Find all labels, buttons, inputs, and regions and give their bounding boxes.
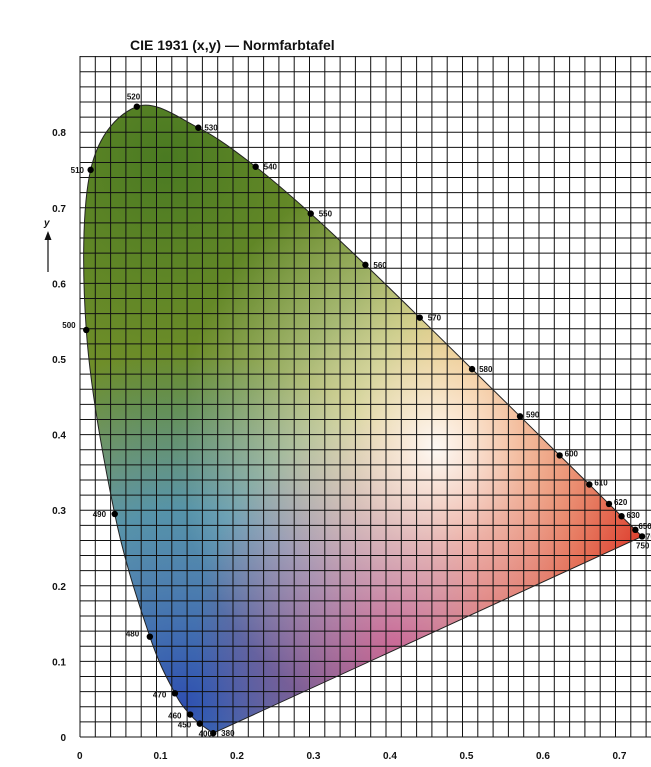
- wavelength-point-620: [605, 500, 613, 508]
- wavelength-point-560: [362, 261, 369, 269]
- wavelength-point-470: [171, 690, 179, 697]
- y-tick-label: 0: [60, 733, 66, 744]
- wavelength-label-560: 560: [373, 261, 387, 270]
- y-axis-arrow-head: [44, 231, 52, 240]
- wavelength-label-650: 650: [638, 522, 651, 531]
- wavelength-label-590: 590: [526, 410, 540, 419]
- wavelength-point-520: [133, 103, 141, 110]
- wavelength-point-460: [186, 711, 194, 718]
- wavelength-label-600: 600: [565, 449, 579, 458]
- y-axis-label: y: [43, 218, 52, 272]
- wavelength-point-580: [468, 365, 476, 373]
- wavelength-point-600: [556, 452, 563, 459]
- wavelength-point-700: [638, 533, 646, 540]
- x-tick-label: 0.2: [230, 751, 244, 762]
- wavelength-label-610: 610: [594, 478, 608, 487]
- wavelength-label-570: 570: [428, 314, 442, 323]
- x-tick-label: 0.7: [613, 751, 627, 762]
- wavelength-point-500: [83, 326, 90, 334]
- wavelength-point-650: [632, 526, 639, 534]
- wavelength-point-590: [516, 413, 524, 420]
- wavelength-label-630: 630: [627, 511, 641, 520]
- wavelength-point-540: [252, 163, 259, 170]
- wavelength-label-620: 620: [614, 498, 628, 507]
- wavelength-point-550: [307, 210, 314, 217]
- wavelength-point-450: [196, 720, 203, 727]
- wavelength-label-520: 520: [127, 93, 141, 102]
- y-tick-label: 0.8: [52, 128, 66, 139]
- wavelength-label-540: 540: [264, 163, 278, 172]
- y-tick-label: 0.2: [52, 582, 66, 593]
- wavelength-label-550: 550: [319, 210, 333, 219]
- x-tick-label: 0.5: [460, 751, 474, 762]
- wavelength-label-450: 450: [178, 721, 192, 730]
- x-tick-label: 0.4: [383, 751, 397, 762]
- wavelength-point-480: [146, 633, 154, 640]
- wavelength-label-500: 500: [62, 321, 76, 330]
- gamut-fill: [83, 105, 643, 734]
- y-tick-label: 0.7: [52, 204, 66, 215]
- wavelength-point-530: [195, 124, 202, 131]
- chart-title: CIE 1931 (x,y) — Normfarbtafel: [130, 37, 335, 53]
- wavelength-label-470: 470: [153, 690, 167, 699]
- y-tick-label: 0.4: [52, 431, 66, 442]
- wavelength-label-510: 510: [71, 166, 85, 175]
- y-axis-ticks: 0 0.1 0.2 0.3 0.4 0.5 0.6 0.7 0.8: [52, 128, 66, 744]
- wavelength-point-610: [586, 481, 593, 488]
- y-tick-label: 0.1: [52, 657, 66, 668]
- wavelength-label-750: 750: [636, 541, 650, 550]
- wavelength-label-480: 480: [126, 630, 140, 639]
- wavelength-label-380: 380: [221, 729, 235, 738]
- wavelength-point-380: [209, 730, 217, 737]
- x-tick-label: 0.6: [536, 751, 550, 762]
- wavelength-point-490: [111, 510, 118, 518]
- wavelength-point-570: [416, 314, 423, 321]
- wavelength-label-700: 700: [646, 532, 651, 541]
- wavelength-label-530: 530: [204, 124, 218, 133]
- wavelength-label-580: 580: [479, 365, 493, 374]
- y-axis-label-text: y: [43, 218, 50, 229]
- y-tick-label: 0.5: [52, 355, 66, 366]
- wavelength-point-510: [87, 166, 94, 174]
- y-tick-label: 0.3: [52, 506, 66, 517]
- grid: [79, 56, 651, 738]
- x-axis-ticks: 0 0.1 0.2 0.3 0.4 0.5 0.6 0.7: [77, 751, 627, 762]
- x-tick-label: 0.1: [154, 751, 168, 762]
- x-tick-label: 0.3: [307, 751, 321, 762]
- wavelength-label-400: 400: [199, 729, 213, 738]
- wavelength-point-630: [618, 513, 625, 520]
- y-tick-label: 0.6: [52, 279, 66, 290]
- wavelength-label-460: 460: [168, 712, 182, 721]
- wavelength-label-490: 490: [93, 510, 107, 519]
- x-tick-label: 0: [77, 751, 83, 762]
